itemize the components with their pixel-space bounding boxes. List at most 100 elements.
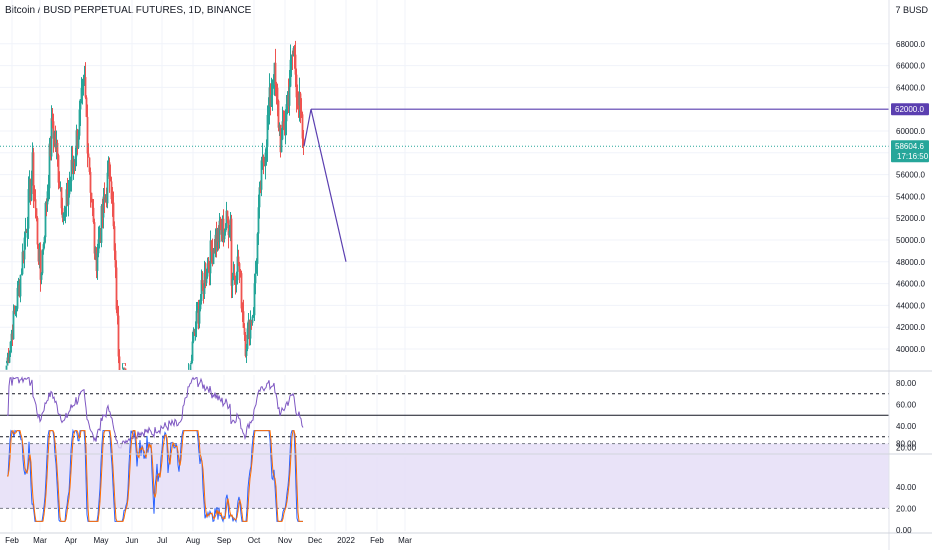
candle-body [22,251,25,260]
last-price-label: 58604.6 [895,142,924,151]
candle-body [243,327,246,335]
candle-body [206,263,209,277]
candle-body [242,311,245,328]
x-tick-label: Aug [186,536,200,545]
candle-body [189,364,192,370]
x-tick-label: Sep [217,536,232,545]
candle-body [77,135,80,148]
candle-body [271,87,274,95]
candle-body [221,218,224,235]
candle-body [248,320,251,339]
candle-body [49,143,52,157]
candle-body [98,237,101,240]
candle-body [231,278,234,286]
rsi-tick-label: 80.00 [896,379,917,388]
candle-body [101,206,104,218]
candle-body [302,138,305,147]
candle-body [12,310,15,340]
candle-body [292,48,295,57]
candle-body [25,231,28,233]
candle-body [41,250,44,274]
candle-body [21,251,24,275]
x-tick-label: May [93,536,108,545]
candle-body [192,330,195,342]
candle-body [42,244,45,251]
x-tick-label: Nov [278,536,292,545]
candle-body [113,226,116,251]
candle-body [194,328,197,333]
candle-body [28,178,31,190]
x-tick-label: Feb [370,536,384,545]
candle-body [300,110,303,115]
candle-body [245,349,248,356]
candle-body [222,218,225,240]
candle-body [295,74,298,98]
candle-body [14,311,17,313]
candle-body [190,360,193,365]
candle-body [75,130,78,157]
level-tag-label: 62000.0 [895,105,924,114]
candle-body [193,330,196,333]
candle-body [288,86,291,106]
candle-body [269,87,272,107]
candle-body [255,263,258,273]
candle-body [287,95,290,106]
level-tag [891,103,929,116]
y-tick-label: 64000.0 [896,83,925,92]
candle-body [24,231,27,238]
candle-body [272,85,275,88]
candle-body [230,218,233,286]
currency-badge[interactable]: 7 BUSD [895,5,928,15]
candle-body [51,118,54,122]
candle-body [34,199,37,209]
candle-body [69,181,72,186]
candle-body [38,249,41,262]
candle-body [91,202,94,208]
candle-body [61,208,64,218]
candle-body [220,229,223,235]
candle-body [260,160,263,190]
candle-body [276,87,279,101]
candle-body [210,240,213,252]
candle-body [7,357,10,363]
candle-body [92,207,95,223]
candle-body [280,139,283,153]
candle-body [102,196,105,218]
candle-body [65,189,68,207]
candle-body [233,273,236,277]
candle-body [110,181,113,200]
candle-body [293,48,296,55]
x-tick-label: Mar [33,536,47,545]
candle-body [30,179,33,201]
candle-body [58,182,61,188]
candle-body [107,162,110,173]
stoch-tick-label: 20.00 [896,504,917,513]
candle-body [17,285,20,288]
candle-body [236,256,239,281]
candle-body [81,82,84,88]
candle-body [251,316,254,323]
drawings [303,108,889,262]
candle-body [93,222,96,254]
candle-body [263,162,266,167]
candle-body [298,93,301,106]
candle-body [211,251,214,265]
rsi-tick-label: 40.00 [896,422,917,431]
candle-body [224,228,227,233]
candle-body [10,333,13,342]
candle-body [37,244,40,262]
x-tick-label: 2022 [337,536,355,545]
candle-body [89,171,92,193]
chart-title: Bitcoin / BUSD PERPETUAL FUTURES, 1D, BI… [5,5,252,16]
candle-body [55,142,58,149]
candle-body [68,185,71,195]
candle-body [73,161,76,163]
candle-body [240,273,243,309]
stoch-band [0,443,889,509]
candle-body [88,157,91,172]
candle-body [70,159,73,182]
candle-body [8,353,11,363]
candle-body [78,109,81,136]
candle-body [244,334,247,356]
